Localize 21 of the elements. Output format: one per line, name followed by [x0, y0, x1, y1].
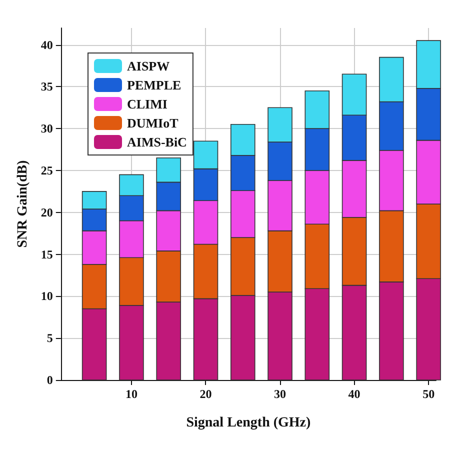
x-tick-label: 50: [422, 387, 435, 401]
y-tick-label: 40: [40, 38, 53, 52]
y-tick-label: 30: [40, 122, 53, 136]
x-tick-label: 30: [274, 387, 286, 401]
y-tick-label: 0: [46, 373, 53, 387]
y-tick-label: 15: [40, 247, 53, 262]
legend-label: CLIMI: [127, 96, 168, 112]
y-tick-label: 5: [46, 331, 53, 346]
legend-label: DUMIoT: [127, 116, 179, 130]
y-tick-label: 25: [40, 163, 53, 178]
x-tick-label: 20: [200, 387, 212, 401]
x-axis-title: Signal Length (GHz): [186, 416, 312, 430]
y-tick-label: 35: [40, 80, 53, 94]
x-tick-label: 10: [125, 387, 138, 401]
legend-label: AIMS-BiC: [127, 134, 187, 150]
legend-label: AISPW: [127, 58, 170, 74]
legend-label: PEMPLE: [127, 78, 182, 92]
y-axis-title: SNR Gain(dB): [16, 160, 30, 248]
x-tick-label: 40: [348, 387, 360, 401]
y-tick-label: 20: [40, 205, 53, 220]
y-tick-label: 10: [40, 289, 53, 304]
